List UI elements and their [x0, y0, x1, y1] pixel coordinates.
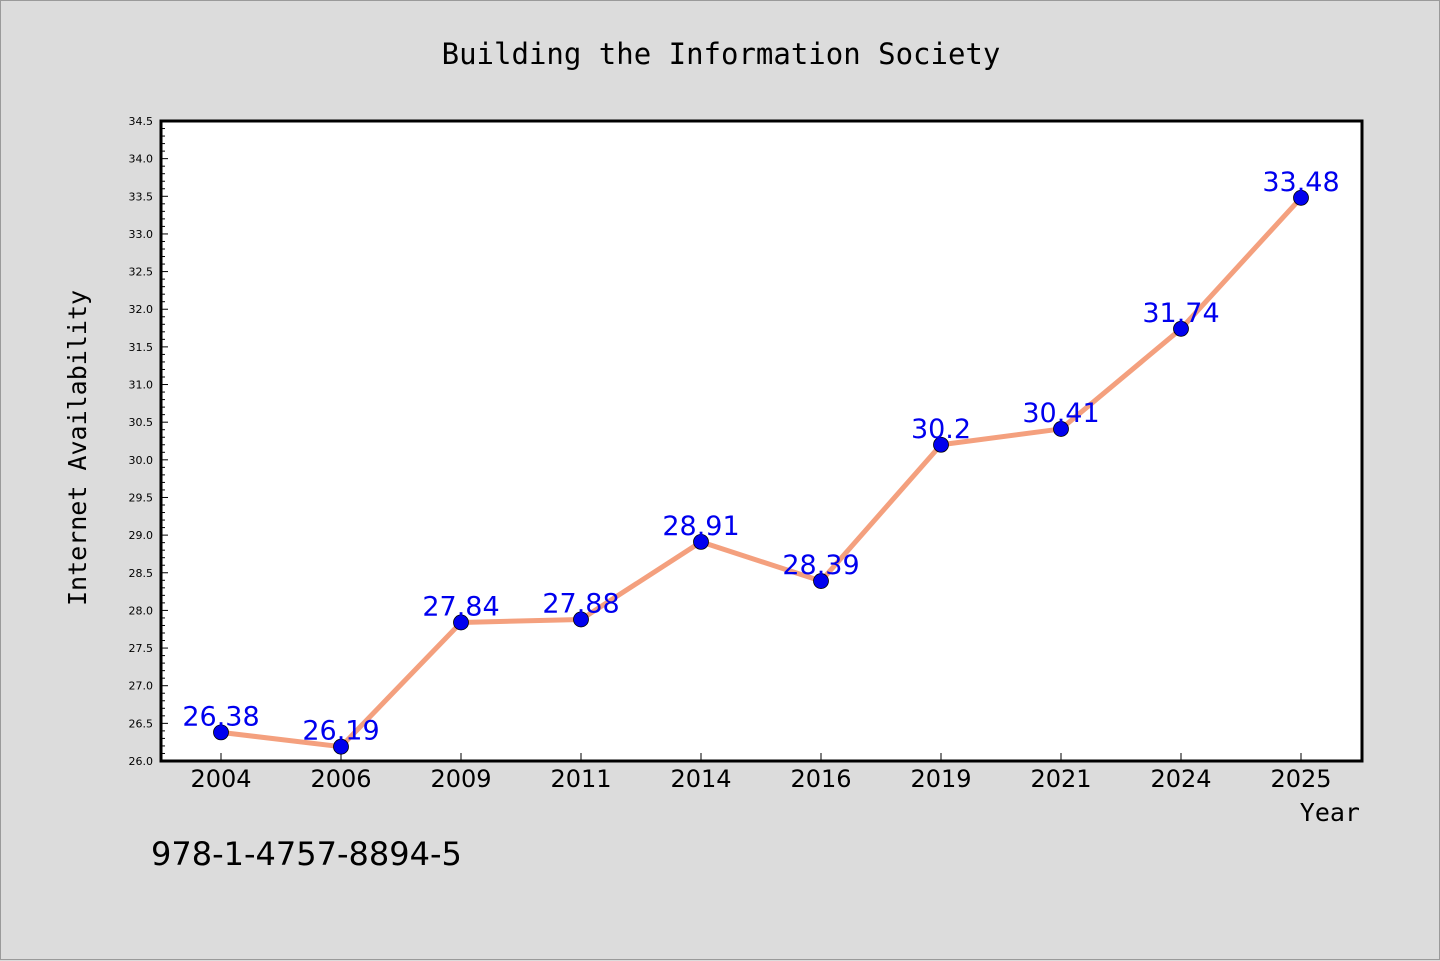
x-tick-label: 2025 — [1270, 765, 1331, 793]
data-point-marker — [933, 436, 949, 453]
data-point-marker — [813, 573, 829, 589]
y-tick-label: 29.0 — [129, 529, 154, 542]
data-label: 30.2 — [911, 414, 971, 445]
x-axis-label: Year — [1300, 798, 1360, 827]
isbn-text: 978-1-4757-8894-5 — [151, 835, 462, 873]
y-tick-label: 34.5 — [129, 115, 154, 128]
y-tick-label: 29.5 — [129, 491, 154, 504]
y-tick-label: 32.0 — [129, 303, 154, 316]
y-tick-label: 31.0 — [129, 379, 154, 392]
x-tick-label: 2021 — [1030, 765, 1091, 793]
data-label: 28.39 — [782, 550, 859, 581]
y-tick-label: 27.5 — [129, 642, 154, 655]
y-tick-label: 28.5 — [129, 567, 154, 580]
y-tick-label: 27.0 — [129, 680, 154, 693]
chart-title: Building the Information Society — [442, 37, 1001, 71]
data-label: 33.48 — [1262, 167, 1339, 198]
data-label: 26.38 — [182, 701, 259, 732]
plot-area — [159, 119, 1364, 763]
data-point-marker — [693, 533, 709, 550]
data-point-marker — [1053, 421, 1069, 437]
y-tick-label: 28.0 — [129, 604, 154, 617]
data-point-marker — [333, 738, 349, 755]
data-label: 31.74 — [1142, 298, 1219, 329]
x-tick-label: 2011 — [550, 765, 611, 793]
data-label: 27.88 — [542, 588, 619, 619]
x-tick-label: 2024 — [1150, 765, 1211, 793]
y-tick-label: 32.5 — [129, 266, 154, 279]
y-axis: 26.0 26.5 27.0 27.5 28.0 28.5 29.0 29.5 30.0 30.5… — [129, 115, 168, 768]
x-tick-label: 2006 — [310, 765, 371, 793]
x-tick-label: 2004 — [190, 765, 251, 793]
data-point-marker — [453, 614, 469, 631]
y-tick-label: 26.0 — [129, 755, 154, 768]
y-tick-label: 30.5 — [129, 416, 154, 429]
data-point-marker — [213, 724, 229, 741]
y-tick-label: 34.0 — [129, 153, 154, 166]
x-tick-label: 2019 — [910, 765, 971, 793]
data-label: 30.41 — [1022, 398, 1099, 429]
data-point-marker — [1293, 189, 1309, 206]
y-axis-label: Internet Availability — [63, 290, 92, 606]
data-label: 27.84 — [422, 591, 499, 622]
x-tick-label: 2016 — [790, 765, 851, 793]
x-axis: 2004 2006 2009 2011 2014 2016 2019 2021 2024 2025 — [190, 753, 1332, 793]
series-line — [218, 195, 1304, 750]
data-point-marker — [573, 611, 589, 628]
data-point-marker — [1173, 320, 1189, 337]
data-label: 26.19 — [302, 716, 379, 747]
y-tick-label: 30.0 — [129, 454, 154, 467]
y-tick-label: 31.5 — [129, 341, 154, 354]
series-line-group: 26.38 26.19 27.84 27.88 28.91 28.39 30.2 30.41 3… — [182, 167, 1340, 755]
data-label: 28.91 — [662, 511, 739, 542]
x-tick-label: 2014 — [670, 765, 731, 793]
y-tick-label: 33.5 — [129, 190, 154, 203]
x-tick-label: 2009 — [430, 765, 491, 793]
y-tick-label: 33.0 — [129, 228, 154, 241]
y-tick-label: 26.5 — [129, 717, 154, 730]
